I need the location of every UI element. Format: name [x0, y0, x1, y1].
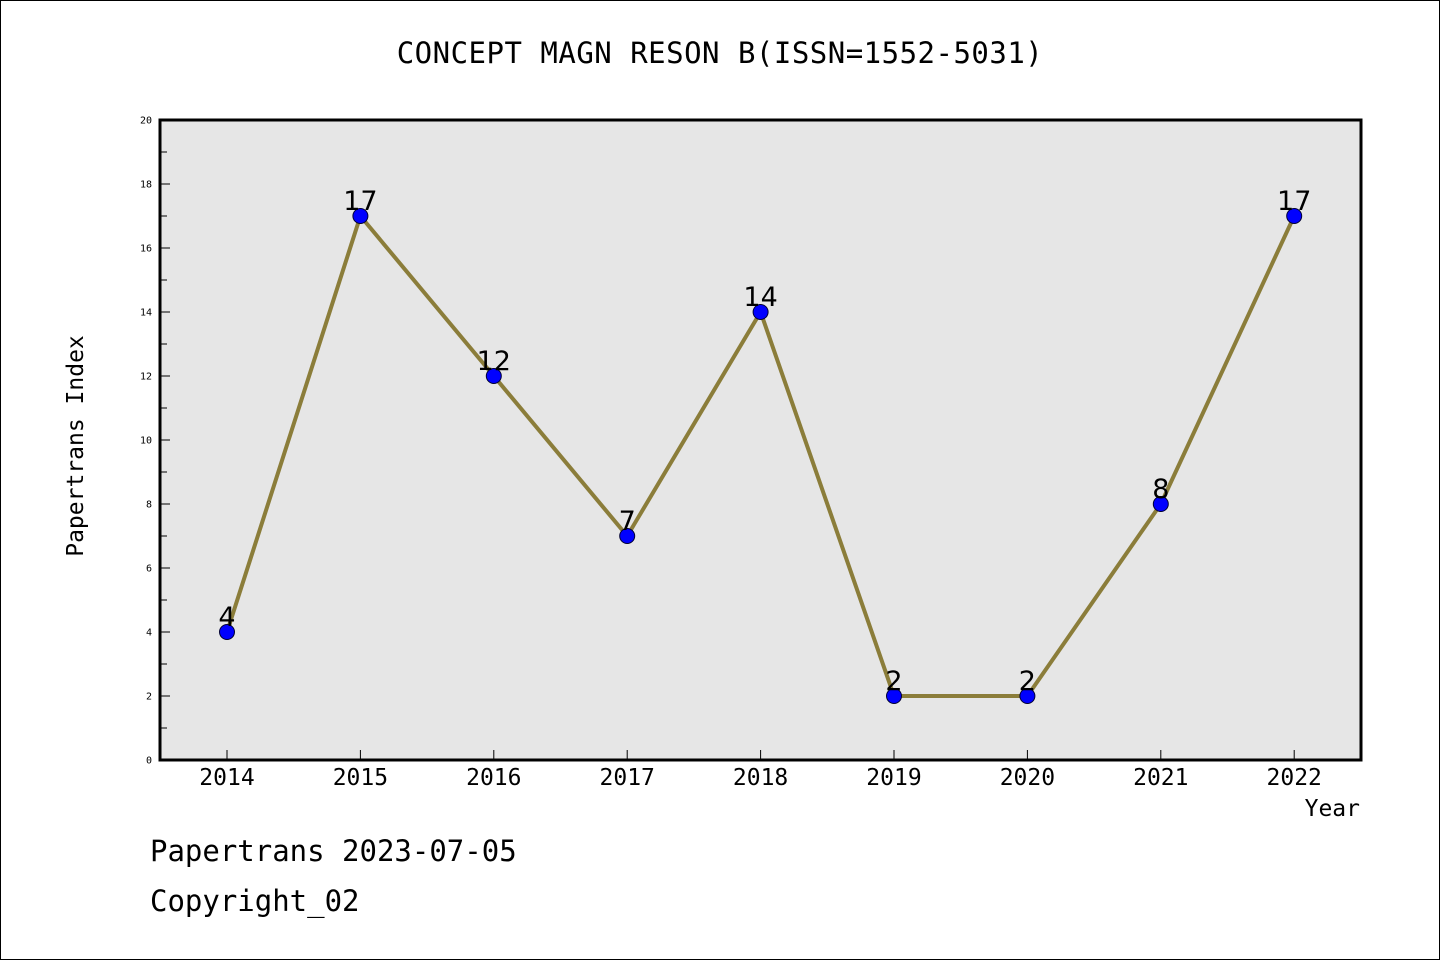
data-label: 8 [1152, 474, 1169, 505]
data-label: 7 [619, 506, 636, 537]
data-label: 12 [477, 346, 511, 377]
x-tick-label: 2018 [733, 765, 788, 791]
data-point [886, 688, 902, 704]
chart-title: CONCEPT MAGN RESON B(ISSN=1552-5031) [396, 36, 1044, 70]
data-label: 2 [885, 666, 902, 697]
y-tick-label: 0 [146, 756, 152, 767]
x-tick-label: 2020 [1000, 765, 1055, 791]
plot-area [160, 120, 1361, 760]
y-tick-label: 6 [146, 564, 152, 575]
data-label: 17 [343, 186, 377, 217]
data-point [219, 624, 235, 640]
y-tick-label: 14 [140, 308, 152, 319]
x-axis-label: Year [1304, 796, 1360, 822]
series-line-segment [758, 310, 896, 698]
data-label: 4 [218, 602, 235, 633]
x-tick-label: 2017 [600, 765, 655, 791]
data-point [485, 368, 502, 384]
data-point [1286, 208, 1303, 224]
plot-border [158, 118, 1363, 762]
series-line-segment [358, 214, 496, 378]
y-tick-label: 18 [140, 180, 152, 191]
y-tick-label: 4 [146, 628, 152, 639]
data-point [352, 208, 369, 224]
data-label: 2 [1019, 666, 1036, 697]
series-line-segment [1025, 502, 1163, 698]
y-tick-label: 12 [140, 372, 152, 383]
data-point [1019, 688, 1036, 704]
data-point [1152, 496, 1169, 512]
y-tick-label: 8 [146, 500, 152, 511]
y-tick-label: 2 [146, 692, 152, 703]
series-line-segment [491, 374, 630, 538]
data-point [619, 528, 636, 544]
x-tick-label: 2022 [1267, 765, 1322, 791]
y-tick-label: 20 [140, 116, 152, 127]
y-tick-label: 16 [140, 244, 152, 255]
x-tick-label: 2014 [199, 765, 254, 791]
y-tick-label: 10 [140, 436, 152, 447]
data-label: 14 [743, 282, 777, 313]
data-label: 17 [1277, 186, 1311, 217]
footer-date-text: Papertrans 2023-07-05 [150, 834, 517, 868]
series-line-segment [625, 310, 763, 538]
x-tick-label: 2019 [866, 765, 921, 791]
footer-copyright-text: Copyright_02 [150, 884, 360, 918]
data-point [752, 304, 769, 320]
series-line-segment [225, 214, 363, 634]
x-tick-label: 2015 [333, 765, 388, 791]
x-tick-label: 2021 [1133, 765, 1188, 791]
x-tick-label: 2016 [466, 765, 521, 791]
series-line-segment [1158, 214, 1297, 506]
